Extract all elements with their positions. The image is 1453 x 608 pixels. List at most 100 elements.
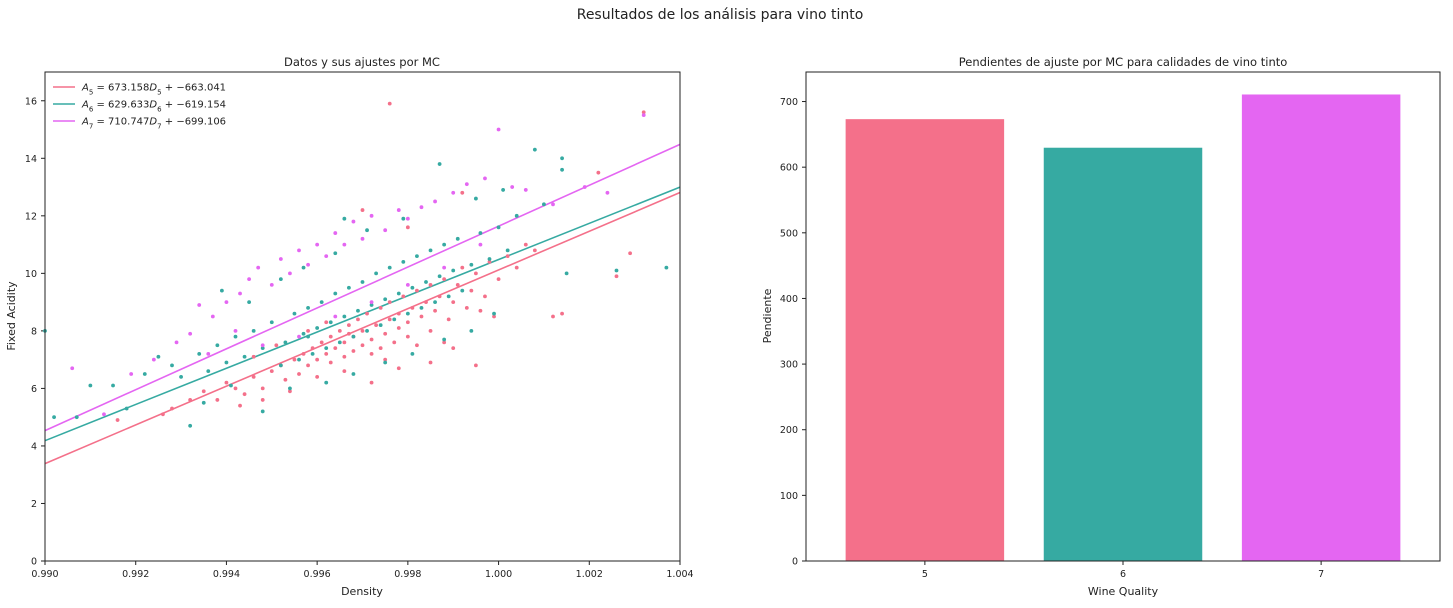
fit-line-series-1 (44, 191, 681, 465)
scatter-point-series-2 (278, 277, 283, 282)
scatter-point-series-2 (473, 196, 478, 201)
scatter-point-series-3 (315, 242, 320, 247)
fit-line-series-2 (44, 186, 681, 442)
scatter-point-series-2 (442, 337, 447, 342)
scatter-point-series-1 (396, 366, 401, 371)
scatter-point-series-1 (319, 340, 324, 345)
scatter-y-tick-label: 4 (31, 441, 37, 452)
scatter-point-series-3 (451, 190, 456, 195)
scatter-point-series-3 (224, 300, 229, 305)
scatter-point-series-2 (247, 300, 252, 305)
scatter-point-series-1 (410, 305, 415, 310)
scatter-point-series-1 (419, 314, 424, 319)
scatter-point-series-1 (378, 305, 383, 310)
scatter-point-series-2 (229, 383, 233, 388)
scatter-point-series-2 (451, 268, 456, 273)
scatter-point-series-1 (301, 351, 306, 356)
scatter-point-series-1 (260, 386, 265, 391)
scatter-point-series-1 (374, 323, 379, 328)
scatter-point-series-2 (542, 202, 546, 207)
scatter-point-series-1 (383, 357, 388, 362)
scatter-point-series-3 (396, 208, 401, 212)
bar-y-tick-label: 0 (792, 557, 798, 568)
scatter-point-series-1 (514, 265, 519, 270)
scatter-point-series-2 (496, 225, 501, 230)
scatter-point-series-1 (487, 259, 492, 264)
scatter-x-tick-label: 0.998 (394, 569, 421, 580)
scatter-point-series-2 (437, 274, 442, 279)
scatter-point-series-1 (496, 277, 501, 282)
scatter-point-series-1 (405, 225, 410, 230)
scatter-point-series-1 (378, 346, 383, 351)
scatter-point-series-3 (419, 205, 424, 210)
scatter-point-series-1 (446, 317, 451, 322)
scatter-point-series-2 (342, 216, 347, 221)
scatter-point-series-1 (451, 346, 456, 351)
scatter-point-series-2 (219, 288, 224, 293)
scatter-point-series-2 (242, 354, 247, 359)
scatter-point-series-3 (333, 314, 338, 319)
scatter-point-series-1 (233, 386, 238, 391)
scatter-point-series-2 (310, 351, 315, 356)
scatter-y-axis-label: Fixed Acidity (5, 281, 18, 351)
scatter-point-series-2 (614, 268, 619, 273)
scatter-point-series-1 (428, 328, 433, 333)
scatter-x-tick-label: 1.004 (666, 569, 693, 580)
scatter-point-series-3 (70, 366, 75, 371)
scatter-point-series-2 (469, 262, 474, 267)
scatter-chart-title: Datos y sus ajustes por MC (284, 55, 440, 69)
scatter-point-series-2 (492, 311, 496, 316)
scatter-point-series-1 (478, 308, 483, 313)
scatter-point-series-1 (392, 340, 397, 345)
scatter-point-series-1 (614, 274, 619, 279)
bar-y-tick-label: 500 (780, 228, 798, 239)
scatter-point-series-1 (492, 314, 496, 319)
bar-y-tick-label: 200 (780, 425, 798, 436)
scatter-point-series-3 (433, 199, 437, 204)
scatter-point-series-1 (523, 242, 528, 247)
scatter-point-series-3 (641, 113, 646, 118)
scatter-point-series-1 (337, 328, 342, 333)
scatter-y-tick-label: 6 (31, 384, 37, 395)
scatter-point-series-3 (369, 300, 374, 305)
scatter-point-series-3 (260, 343, 265, 348)
scatter-point-series-2 (297, 357, 301, 362)
scatter-point-series-2 (233, 334, 238, 339)
scatter-point-series-1 (442, 277, 447, 282)
scatter-point-series-2 (124, 406, 129, 411)
scatter-point-series-2 (301, 265, 306, 270)
scatter-point-series-1 (269, 369, 274, 374)
scatter-point-series-2 (156, 354, 161, 359)
scatter-point-series-2 (501, 188, 506, 192)
legend-label-series-1: A5 = 673.158D5 + −663.041 (81, 83, 226, 97)
scatter-point-series-2 (351, 372, 356, 376)
scatter-point-series-2 (455, 236, 460, 241)
scatter-point-series-1 (260, 398, 265, 402)
scatter-point-series-3 (510, 185, 515, 189)
scatter-point-series-1 (641, 110, 646, 115)
scatter-point-series-1 (238, 403, 242, 408)
scatter-point-series-3 (405, 282, 410, 287)
scatter-point-series-1 (473, 363, 478, 368)
scatter-point-series-1 (315, 375, 320, 379)
scatter-point-series-1 (328, 360, 333, 365)
scatter-point-series-2 (215, 343, 220, 348)
scatter-point-series-3 (174, 340, 179, 345)
scatter-point-series-3 (269, 282, 274, 287)
scatter-point-series-1 (387, 101, 392, 106)
scatter-y-tick-label: 2 (31, 499, 37, 510)
scatter-point-series-3 (442, 265, 447, 270)
scatter-point-series-3 (523, 188, 528, 192)
scatter-point-series-1 (628, 251, 633, 256)
scatter-point-series-2 (333, 251, 338, 256)
scatter-point-series-1 (405, 320, 410, 325)
scatter-point-series-2 (410, 351, 415, 356)
scatter-point-series-2 (292, 311, 297, 316)
scatter-point-series-1 (306, 328, 310, 333)
scatter-point-series-2 (401, 259, 406, 264)
scatter-point-series-1 (369, 337, 374, 342)
scatter-point-series-2 (365, 328, 369, 333)
scatter-point-series-1 (460, 265, 465, 270)
scatter-point-series-3 (324, 254, 329, 258)
scatter-point-series-2 (224, 360, 229, 365)
